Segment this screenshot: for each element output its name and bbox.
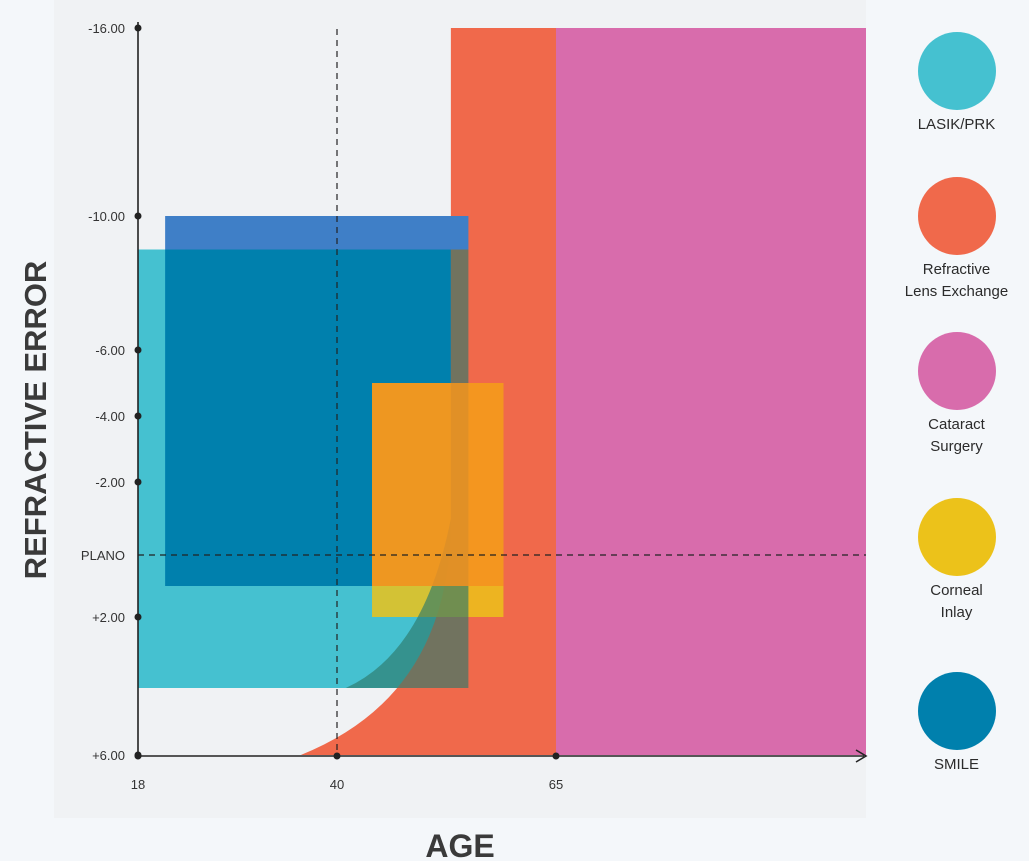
- legend-label: LASIK/PRK: [917, 116, 996, 133]
- y-tick-label: -16.00: [88, 21, 125, 36]
- x-tick-label: 18: [131, 777, 145, 792]
- y-tick-label: PLANO: [81, 548, 125, 563]
- y-tick-dot: [134, 613, 142, 621]
- legend-swatch: [917, 32, 996, 110]
- x-tick-dot: [134, 752, 142, 760]
- region-smile-top-band: [165, 216, 469, 250]
- y-tick-label: +2.00: [92, 610, 125, 625]
- y-tick-dot: [134, 412, 142, 420]
- legend-label: Cataract Surgery: [928, 416, 985, 455]
- region-cataract-surgery: [556, 28, 866, 755]
- legend-item-cataract-surgery: Cataract Surgery: [884, 332, 1029, 458]
- x-axis-title: AGE: [425, 828, 494, 861]
- x-tick-label: 65: [549, 777, 563, 792]
- y-tick-dot: [134, 24, 142, 32]
- x-tick-label: 40: [330, 777, 344, 792]
- legend-swatch: [917, 332, 996, 410]
- y-tick-label: -4.00: [95, 409, 125, 424]
- y-tick-dot: [134, 346, 142, 354]
- legend-label: Corneal Inlay: [930, 582, 983, 621]
- legend-swatch: [917, 672, 996, 750]
- legend-swatch: [917, 498, 996, 576]
- legend-item-lasik-prk: LASIK/PRK: [884, 32, 1029, 136]
- legend-item-smile: SMILE: [884, 672, 1029, 776]
- y-tick-label: -2.00: [95, 475, 125, 490]
- y-tick-label: -10.00: [88, 209, 125, 224]
- y-tick-label: -6.00: [95, 343, 125, 358]
- legend-swatch: [917, 177, 996, 255]
- overlap-inlay-smile: [372, 383, 504, 586]
- legend-item-corneal-inlay: Corneal Inlay: [884, 498, 1029, 624]
- y-tick-dot: [134, 478, 142, 486]
- legend-item-refractive-lens-exchange: Refractive Lens Exchange: [884, 177, 1029, 303]
- chart-axes: [137, 22, 868, 763]
- y-tick-dot: [134, 212, 142, 220]
- y-tick-label: +6.00: [92, 748, 125, 763]
- legend-label: SMILE: [933, 756, 979, 773]
- chart-ticks: -16.00 -10.00 -6.00 -4.00 -2.00 PLANO +2.00 +6.…: [81, 21, 563, 792]
- x-tick-dot: [552, 752, 560, 760]
- x-tick-dot: [333, 752, 341, 760]
- y-axis-title: REFRACTIVE ERROR: [18, 261, 53, 580]
- chart-overlays: [138, 26, 866, 756]
- x-axis-arrow: [855, 749, 868, 763]
- legend-label: Refractive Lens Exchange: [904, 261, 1009, 300]
